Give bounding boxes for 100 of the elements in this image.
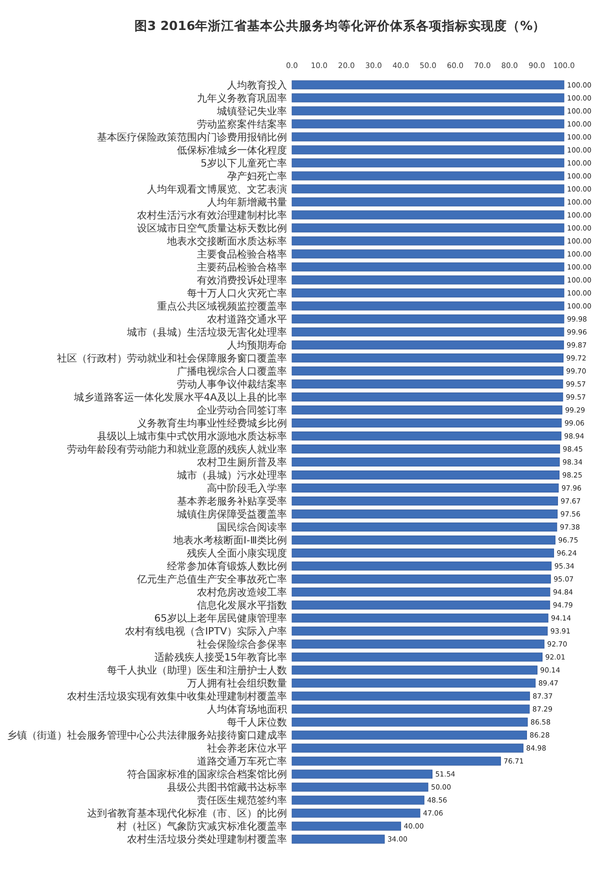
y-tick-label: 重点公共区域视频监控覆盖率 xyxy=(157,300,287,312)
bar xyxy=(292,418,562,428)
bar xyxy=(292,692,530,701)
y-tick-label: 农村卫生厕所普及率 xyxy=(197,456,287,468)
y-tick-label: 达到省教育基本现代化标准（市、区）的比例 xyxy=(87,808,287,820)
bar xyxy=(292,796,424,805)
bar xyxy=(292,119,564,128)
y-tick-label: 城镇住房保障受益覆盖率 xyxy=(176,508,287,521)
y-tick-label: 农村有线电视（含IPTV）实际入户率 xyxy=(125,626,287,638)
bar xyxy=(292,744,524,753)
y-tick-label: 符合国家标准的国家综合档案馆比例 xyxy=(127,768,287,781)
bar xyxy=(292,484,559,492)
y-tick-label: 人均体育场地面积 xyxy=(207,704,287,716)
bar xyxy=(292,626,548,636)
y-tick-label: 县级公共图书馆藏书达标率 xyxy=(167,782,287,794)
bar xyxy=(292,834,385,844)
y-tick-label: 65岁以上老年居民健康管理率 xyxy=(154,612,287,625)
bar xyxy=(292,562,552,571)
bar xyxy=(292,718,528,727)
y-tick-label: 农村生活垃圾实现有效集中收集处理建制村覆盖率 xyxy=(67,690,287,703)
bar xyxy=(292,536,556,545)
y-tick-label: 劳动人事争议仲裁结案率 xyxy=(177,378,287,390)
y-tick-label: 基本医疗保险政策范围内门诊费用报销比例 xyxy=(97,131,287,144)
bar xyxy=(292,132,564,142)
y-tick-label: 城市（县城）污水处理率 xyxy=(176,470,287,482)
bar xyxy=(292,93,564,102)
bar xyxy=(292,730,527,740)
y-tick-label: 经常参加体育锻炼人数比例 xyxy=(167,560,287,573)
y-tick-label: 城镇登记失业率 xyxy=(216,105,287,118)
bar xyxy=(292,432,562,440)
y-tick-label: 亿元生产总值生产安全事故死亡率 xyxy=(136,574,287,586)
bar xyxy=(292,588,550,597)
bar xyxy=(292,822,402,831)
y-tick-label: 广播电视综合人口覆盖率 xyxy=(177,365,287,378)
bar xyxy=(292,600,550,610)
y-tick-label: 人均年新增藏书量 xyxy=(207,196,287,208)
bar xyxy=(292,184,564,194)
y-tick-label: 基本养老服务补贴享受率 xyxy=(177,496,287,508)
bar xyxy=(292,197,564,206)
y-tick-label: 劳动监察案件结案率 xyxy=(197,118,287,130)
y-tick-label: 乡镇（街道）社会服务管理中心公共法律服务站接待窗口建成率 xyxy=(7,730,287,742)
bar xyxy=(292,574,551,584)
bar xyxy=(292,678,536,688)
y-tick-label: 道路交通万车死亡率 xyxy=(197,756,287,768)
y-tick-label: 农村生活垃圾分类处理建制村覆盖率 xyxy=(127,834,287,846)
y-tick-label: 信息化发展水平指数 xyxy=(197,600,287,612)
bar xyxy=(292,288,564,298)
y-tick-label: 农村道路交通水平 xyxy=(207,313,287,326)
bar xyxy=(292,314,564,324)
y-tick-label: 九年义务教育巩固率 xyxy=(197,92,287,104)
bar xyxy=(292,353,564,362)
y-tick-label: 城市（县城）生活垃圾无害化处理率 xyxy=(126,326,287,338)
y-tick-label: 国民综合阅读率 xyxy=(217,522,287,534)
bar xyxy=(292,145,564,154)
y-tick-label: 每千人执业（助理）医生和注册护士人数 xyxy=(107,664,287,677)
bar xyxy=(292,262,564,272)
y-tick-label: 高中阶段毛入学率 xyxy=(207,482,287,495)
y-tick-label: 低保标准城乡一体化程度 xyxy=(177,144,287,156)
bar xyxy=(292,510,558,518)
y-tick-label: 主要药品检验合格率 xyxy=(197,261,287,274)
y-tick-label: 义务教育生均事业性经费城乡比例 xyxy=(137,417,287,430)
bar xyxy=(292,392,564,402)
y-tick-label: 社区（行政村）劳动就业和社会保障服务窗口覆盖率 xyxy=(57,352,287,364)
bar xyxy=(292,640,544,649)
bar xyxy=(292,236,564,246)
bar xyxy=(292,808,420,818)
y-tick-label: 孕产妇死亡率 xyxy=(227,170,287,182)
y-tick-label: 地表水考核断面Ⅰ-Ⅲ类比例 xyxy=(172,534,287,547)
y-tick-label: 农村生活污水有效治理建制村比率 xyxy=(137,209,287,222)
bar xyxy=(292,770,432,779)
bar xyxy=(292,249,564,258)
bar xyxy=(292,327,564,336)
y-tick-label: 责任医生规范签约率 xyxy=(197,794,287,807)
y-tick-label: 农村危房改造竣工率 xyxy=(197,586,287,599)
y-tick-label: 地表水交接断面水质达标率 xyxy=(166,235,287,248)
y-tick-label: 企业劳动合同签订率 xyxy=(197,404,287,416)
bar xyxy=(292,106,564,116)
y-tick-label: 城乡道路客运一体化发展水平4A及以上县的比率 xyxy=(72,391,287,404)
bar xyxy=(292,652,543,662)
y-tick-label: 人均预期寿命 xyxy=(227,339,287,352)
bar xyxy=(292,406,562,414)
bar xyxy=(292,80,564,90)
y-tick-label: 残疾人全面小康实现度 xyxy=(187,548,287,560)
y-tick-label: 主要食品检验合格率 xyxy=(197,248,287,260)
y-tick-label: 县级以上城市集中式饮用水源地水质达标率 xyxy=(97,430,287,442)
y-tick-label: 人均教育投入 xyxy=(227,79,287,92)
bar xyxy=(292,171,564,180)
y-tick-label: 社会养老床位水平 xyxy=(207,742,287,755)
y-tick-label: 有效消费投诉处理率 xyxy=(197,274,287,286)
y-tick-label: 村（社区）气象防灾减灾标准化覆盖率 xyxy=(116,820,287,833)
bar xyxy=(292,366,564,376)
bar xyxy=(292,444,560,454)
bar xyxy=(292,522,558,532)
y-tick-label: 5岁以下儿童死亡率 xyxy=(200,157,287,170)
bar xyxy=(292,666,538,675)
bar xyxy=(292,379,564,388)
y-tick-label: 每千人床位数 xyxy=(227,716,287,729)
bar xyxy=(292,223,564,232)
y-tick-label: 每十万人口火灾死亡率 xyxy=(187,287,287,300)
y-tick-label: 劳动年龄段有劳动能力和就业意愿的残疾人就业率 xyxy=(67,443,287,456)
